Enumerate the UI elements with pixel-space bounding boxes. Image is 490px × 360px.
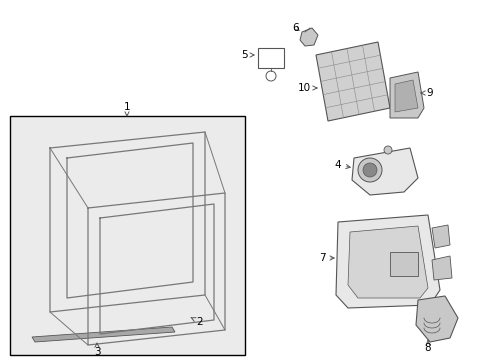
Text: 8: 8 xyxy=(425,340,431,353)
Polygon shape xyxy=(432,256,452,280)
Text: 1: 1 xyxy=(123,102,130,116)
Circle shape xyxy=(363,163,377,177)
Text: 5: 5 xyxy=(241,50,254,60)
Polygon shape xyxy=(258,48,284,68)
Polygon shape xyxy=(32,327,175,342)
Text: 2: 2 xyxy=(191,317,203,327)
Text: 3: 3 xyxy=(94,343,100,357)
Text: 6: 6 xyxy=(293,23,299,33)
Polygon shape xyxy=(390,72,424,118)
Polygon shape xyxy=(316,42,390,121)
Polygon shape xyxy=(352,148,418,195)
Text: 9: 9 xyxy=(421,88,433,98)
Polygon shape xyxy=(348,226,428,298)
Circle shape xyxy=(384,146,392,154)
Circle shape xyxy=(358,158,382,182)
Text: 4: 4 xyxy=(335,160,350,170)
Bar xyxy=(10,116,245,355)
Bar xyxy=(390,252,418,276)
Polygon shape xyxy=(395,80,418,112)
Circle shape xyxy=(266,71,276,81)
Polygon shape xyxy=(336,215,440,308)
Text: 10: 10 xyxy=(297,83,317,93)
Polygon shape xyxy=(416,296,458,342)
Polygon shape xyxy=(432,225,450,248)
Text: 7: 7 xyxy=(318,253,334,263)
Polygon shape xyxy=(300,28,318,46)
